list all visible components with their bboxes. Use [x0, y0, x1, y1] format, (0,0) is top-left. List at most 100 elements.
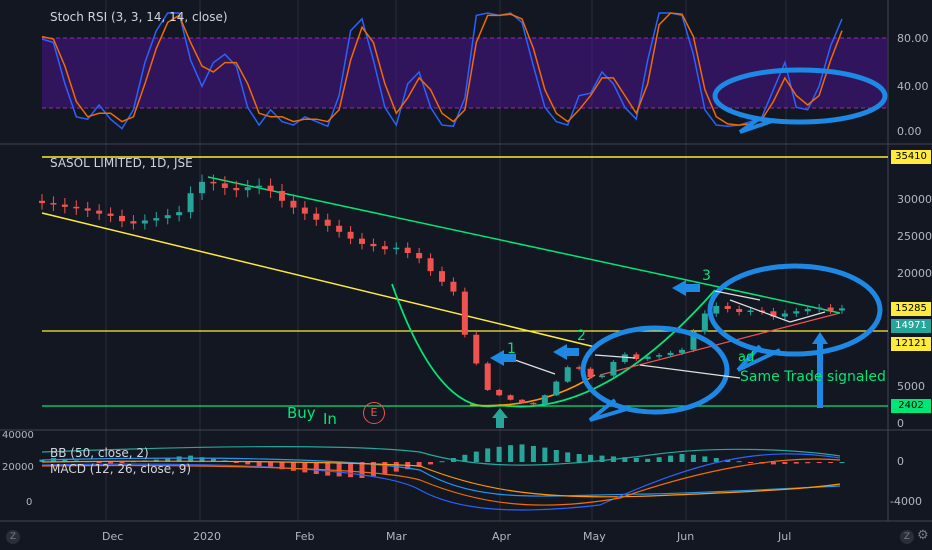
candle-body[interactable] [541, 395, 548, 405]
candle-body[interactable] [187, 193, 194, 213]
candle-body[interactable] [701, 313, 708, 332]
candle-body[interactable] [233, 187, 240, 191]
x-tick-apr: Apr [492, 530, 512, 543]
z-icon-right[interactable]: Z [900, 530, 914, 544]
stoch-title: Stoch RSI (3, 3, 14, 14, close) [50, 10, 228, 24]
stoch-tick-80: 80.00 [897, 32, 929, 45]
candle-body[interactable] [141, 220, 148, 224]
candle-body[interactable] [279, 190, 285, 201]
red-trendline[interactable] [599, 312, 841, 376]
candle-body[interactable] [793, 311, 800, 314]
candle-body[interactable] [404, 247, 411, 253]
stoch-line-0[interactable] [41, 12, 843, 130]
candle-body[interactable] [656, 355, 663, 357]
candle-body[interactable] [519, 399, 525, 403]
candle-body[interactable] [804, 308, 811, 312]
candle-body[interactable] [816, 307, 823, 309]
candle-body[interactable] [50, 203, 57, 205]
candle-body[interactable] [736, 308, 743, 313]
candle-body[interactable] [781, 313, 788, 317]
candle-body[interactable] [130, 221, 137, 224]
candle-body[interactable] [164, 215, 171, 219]
macd-histogram-bar [485, 448, 491, 462]
candle-body[interactable] [461, 291, 468, 335]
candle-body[interactable] [119, 215, 125, 222]
candle-body[interactable] [553, 381, 560, 396]
candle-body[interactable] [450, 281, 457, 292]
candle-body[interactable] [336, 225, 343, 232]
candle-body[interactable] [530, 402, 537, 405]
macd-histogram-bar [62, 458, 68, 462]
candle-body[interactable] [633, 354, 640, 359]
candle-body[interactable] [621, 354, 628, 362]
candle-body[interactable] [61, 204, 68, 207]
candle-body[interactable] [484, 363, 491, 390]
annotation-e-marker[interactable]: E [363, 402, 385, 424]
candle-body[interactable] [39, 200, 45, 204]
macd-histogram-bar [370, 462, 376, 477]
candle-body[interactable] [324, 219, 331, 226]
candle-body[interactable] [176, 212, 183, 216]
candle-body[interactable] [210, 181, 217, 184]
candle-body[interactable] [290, 200, 297, 208]
z-icon-left[interactable]: Z [6, 530, 20, 544]
trendline-green[interactable] [207, 176, 841, 314]
candle-body[interactable] [473, 334, 480, 364]
macd-histogram-bar [668, 455, 674, 462]
macd-title: MACD (12, 26, close, 9) [50, 462, 192, 476]
candle-body[interactable] [770, 311, 777, 317]
candle-body[interactable] [359, 238, 365, 244]
candle-body[interactable] [73, 206, 80, 209]
blue-arrow-markers [490, 280, 700, 366]
macd-histogram-bar [416, 462, 422, 467]
orange-curve[interactable] [469, 374, 596, 407]
price-label-12121: 12121 [891, 337, 931, 351]
candle-body[interactable] [267, 185, 274, 191]
candle-body[interactable] [599, 375, 605, 378]
candle-body[interactable] [587, 368, 594, 378]
candle-body[interactable] [679, 349, 685, 353]
candle-body[interactable] [313, 213, 320, 220]
candle-body[interactable] [747, 310, 754, 313]
macd-histogram-bar [256, 462, 262, 466]
candle-body[interactable] [107, 213, 114, 216]
candle-body[interactable] [347, 231, 354, 239]
candle-body[interactable] [507, 395, 514, 400]
stoch-line-1[interactable] [41, 12, 843, 126]
trendline-yellow[interactable] [41, 212, 596, 348]
callout-ellipse-middle[interactable] [580, 325, 730, 415]
white-arrows [514, 290, 826, 379]
callout-ellipse-right[interactable] [707, 263, 883, 357]
candle-body[interactable] [667, 352, 674, 356]
macd-histogram-bar [565, 452, 571, 462]
candle-body[interactable] [713, 305, 720, 314]
candle-body[interactable] [153, 218, 160, 221]
candle-body[interactable] [244, 187, 251, 191]
gear-icon[interactable]: ⚙ [917, 528, 929, 543]
candle-body[interactable] [610, 361, 617, 376]
candle-body[interactable] [393, 247, 400, 250]
candle-body[interactable] [827, 307, 834, 311]
candle-body[interactable] [381, 246, 388, 250]
candle-body[interactable] [496, 389, 503, 396]
candle-body[interactable] [839, 308, 845, 311]
candle-body[interactable] [724, 305, 731, 309]
candle-body[interactable] [644, 356, 651, 359]
candle-body[interactable] [416, 252, 423, 259]
candle-body[interactable] [370, 243, 377, 247]
candle-body[interactable] [439, 271, 445, 282]
candle-body[interactable] [256, 185, 263, 188]
callout-ellipse-stoch[interactable] [712, 67, 888, 125]
candle-body[interactable] [199, 181, 205, 194]
candle-body[interactable] [427, 258, 434, 272]
candle-body[interactable] [564, 367, 571, 382]
candle-body[interactable] [301, 207, 308, 214]
candle-body[interactable] [84, 208, 91, 211]
macd-histogram-bar [748, 462, 754, 463]
candle-body[interactable] [576, 367, 583, 369]
candle-body[interactable] [96, 210, 103, 214]
candle-body[interactable] [221, 183, 228, 188]
annotation-same-trade: Same Trade signaled [740, 369, 886, 385]
candle-body[interactable] [690, 331, 697, 350]
